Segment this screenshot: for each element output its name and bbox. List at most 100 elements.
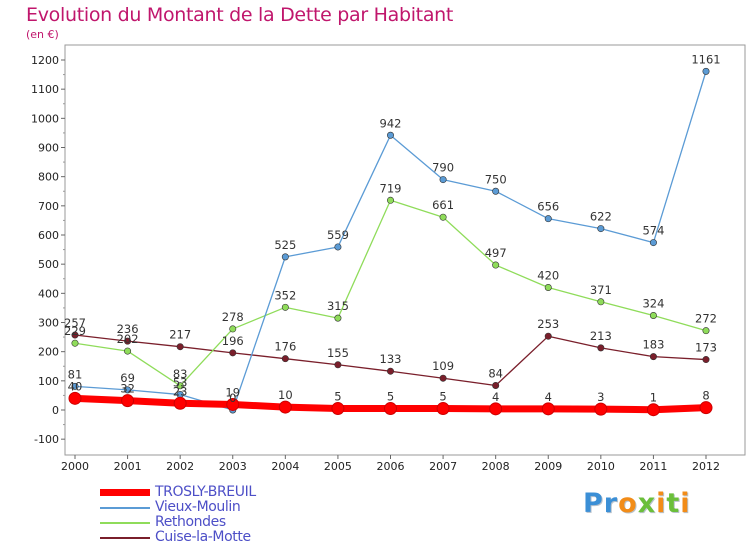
data-point-cuise-la-motte	[702, 356, 710, 364]
chart-title: Evolution du Montant de la Dette par Hab…	[26, 4, 454, 26]
data-point-rethondes	[334, 314, 342, 322]
data-point-rethondes	[124, 347, 132, 355]
chart-unit: (en €)	[26, 28, 59, 41]
data-point-vieux-moulin	[544, 215, 552, 223]
legend-label-cuise-la-motte: Cuise-la-Motte	[155, 529, 251, 545]
x-tick-label: 2007	[429, 460, 457, 473]
proxiti-logo: Proxiti	[583, 488, 691, 519]
data-label-trosly-breuil: 3	[597, 390, 604, 404]
legend-swatch-rethondes	[100, 522, 150, 524]
y-tick-label: 1200	[31, 54, 59, 67]
data-label-rethondes: 719	[380, 181, 402, 195]
x-tick-label: 2001	[114, 460, 142, 473]
data-label-trosly-breuil: 10	[278, 388, 293, 402]
data-point-cuise-la-motte	[71, 331, 79, 339]
data-label-vieux-moulin: 81	[68, 367, 83, 381]
data-point-cuise-la-motte	[124, 337, 132, 345]
data-point-rethondes	[71, 339, 79, 347]
data-label-trosly-breuil: 5	[334, 390, 341, 404]
data-point-rethondes	[492, 261, 500, 269]
data-label-cuise-la-motte: 257	[64, 316, 86, 330]
logo-letter-1: P	[583, 488, 604, 519]
y-tick-label: -100	[34, 433, 59, 446]
data-label-trosly-breuil: 4	[492, 390, 499, 404]
data-point-cuise-la-motte	[229, 349, 237, 357]
data-point-rethondes	[176, 382, 184, 390]
data-point-cuise-la-motte	[439, 374, 447, 382]
legend-swatch-vieux-moulin	[100, 507, 150, 509]
y-tick-label: 400	[38, 287, 59, 300]
logo-letter-3: o	[618, 488, 638, 519]
data-label-trosly-breuil: 23	[173, 384, 188, 398]
data-label-cuise-la-motte: 176	[274, 340, 296, 354]
x-tick-label: 2003	[219, 460, 247, 473]
data-point-rethondes	[544, 283, 552, 291]
data-point-trosly-breuil	[173, 396, 187, 410]
data-point-rethondes	[702, 327, 710, 335]
data-label-cuise-la-motte: 196	[222, 334, 244, 348]
data-point-cuise-la-motte	[334, 361, 342, 369]
data-label-rethondes: 272	[695, 312, 717, 326]
data-label-cuise-la-motte: 236	[117, 322, 139, 336]
data-label-cuise-la-motte: 109	[432, 359, 454, 373]
data-point-trosly-breuil	[646, 403, 660, 417]
legend-label-vieux-moulin: Vieux-Moulin	[155, 499, 241, 515]
data-label-vieux-moulin: 0	[229, 391, 236, 405]
y-tick-label: 1100	[31, 83, 59, 96]
data-point-vieux-moulin	[597, 225, 605, 233]
x-tick-label: 2005	[324, 460, 352, 473]
logo-letter-5: i	[656, 488, 667, 519]
y-tick-label: 100	[38, 375, 59, 388]
data-label-trosly-breuil: 5	[387, 390, 394, 404]
x-tick-label: 2011	[639, 460, 667, 473]
y-tick-label: 0	[52, 404, 59, 417]
data-label-rethondes: 315	[327, 299, 349, 313]
data-label-trosly-breuil: 40	[68, 379, 83, 393]
data-label-rethondes: 352	[274, 288, 296, 302]
legend-swatch-trosly-breuil	[100, 489, 150, 496]
data-point-trosly-breuil	[699, 401, 713, 415]
data-label-vieux-moulin: 69	[120, 371, 135, 385]
data-label-cuise-la-motte: 173	[695, 341, 717, 355]
y-tick-label: 800	[38, 171, 59, 184]
x-tick-label: 2008	[482, 460, 510, 473]
y-tick-label: 300	[38, 317, 59, 330]
y-tick-label: 1000	[31, 112, 59, 125]
y-tick-label: 700	[38, 200, 59, 213]
x-tick-label: 2000	[61, 460, 89, 473]
data-label-cuise-la-motte: 213	[590, 329, 612, 343]
data-point-cuise-la-motte	[649, 353, 657, 361]
data-point-trosly-breuil	[331, 402, 345, 416]
legend-label-rethondes: Rethondes	[155, 514, 226, 530]
data-label-cuise-la-motte: 253	[537, 317, 559, 331]
data-point-cuise-la-motte	[597, 344, 605, 352]
data-label-cuise-la-motte: 217	[169, 328, 191, 342]
data-point-rethondes	[281, 303, 289, 311]
data-label-vieux-moulin: 53	[173, 376, 188, 390]
data-point-vieux-moulin	[439, 176, 447, 184]
data-point-cuise-la-motte	[176, 343, 184, 351]
x-tick-label: 2009	[534, 460, 562, 473]
data-label-cuise-la-motte: 155	[327, 346, 349, 360]
data-label-vieux-moulin: 656	[537, 200, 559, 214]
data-label-cuise-la-motte: 183	[642, 338, 664, 352]
data-point-rethondes	[439, 213, 447, 221]
data-label-rethondes: 202	[117, 332, 139, 346]
logo-letter-2: r	[603, 488, 619, 519]
data-label-cuise-la-motte: 133	[380, 352, 402, 366]
data-point-trosly-breuil	[68, 391, 82, 405]
data-label-rethondes: 497	[485, 246, 507, 260]
data-label-rethondes: 420	[537, 269, 559, 283]
data-point-vieux-moulin	[649, 239, 657, 247]
x-tick-label: 2010	[587, 460, 615, 473]
data-label-vieux-moulin: 559	[327, 228, 349, 242]
data-point-trosly-breuil	[489, 402, 503, 416]
data-point-vieux-moulin	[334, 243, 342, 251]
data-point-trosly-breuil	[384, 402, 397, 416]
data-point-cuise-la-motte	[281, 355, 289, 363]
x-tick-label: 2002	[166, 460, 194, 473]
data-point-vieux-moulin	[492, 187, 500, 195]
data-label-rethondes: 83	[173, 367, 188, 381]
